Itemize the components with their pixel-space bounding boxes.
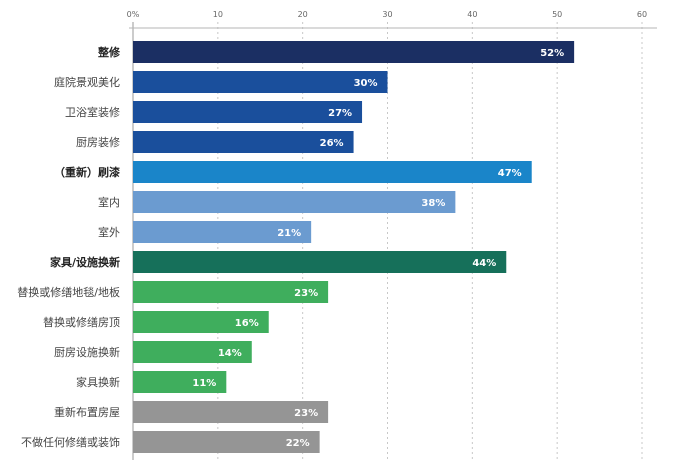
category-label: （重新）刷漆 (54, 165, 120, 179)
x-axis-ticks: 0% 10 20 30 40 50 60 (127, 10, 647, 19)
value-labels: 52% 30% 27% 26% 47% 38% 21% 44% 23% 16% 14% 11% 23% 2… (192, 48, 564, 449)
bar (133, 311, 269, 333)
bar (133, 101, 363, 123)
value-label: 16% (235, 318, 259, 329)
category-label: 不做任何修缮或装饰 (21, 435, 120, 449)
value-label: 23% (294, 288, 318, 299)
category-label: 整修 (97, 45, 121, 59)
bar (133, 191, 456, 213)
x-tick-label: 10 (213, 10, 223, 19)
x-tick-label: 50 (552, 10, 562, 19)
value-label: 27% (328, 108, 352, 119)
bar (133, 41, 575, 63)
category-label: 替换或修缮地毯/地板 (17, 285, 120, 299)
value-label: 52% (540, 48, 564, 59)
bar (133, 371, 227, 393)
value-label: 22% (286, 438, 310, 449)
bar (133, 221, 312, 243)
category-label: 室内 (98, 195, 120, 209)
category-label: 厨房设施换新 (54, 345, 120, 359)
value-label: 11% (192, 378, 216, 389)
category-label: 卫浴室装修 (65, 105, 120, 119)
bar (133, 281, 329, 303)
value-label: 23% (294, 408, 318, 419)
bar (133, 401, 329, 423)
category-label: 家具换新 (76, 375, 120, 389)
x-tick-label: 60 (637, 10, 647, 19)
x-tick-label: 0% (127, 10, 140, 19)
category-label: 家具/设施换新 (50, 255, 120, 269)
bars (133, 41, 575, 453)
value-label: 14% (218, 348, 242, 359)
category-label: 厨房装修 (76, 135, 120, 149)
value-label: 47% (498, 168, 522, 179)
bar (133, 131, 354, 153)
x-tick-label: 20 (298, 10, 308, 19)
category-label: 重新布置房屋 (54, 405, 120, 419)
category-label: 替换或修缮房顶 (43, 315, 120, 329)
category-label: 室外 (98, 225, 120, 239)
bar (133, 71, 388, 93)
value-label: 30% (354, 78, 378, 89)
x-tick-label: 40 (467, 10, 477, 19)
bar (133, 341, 252, 363)
value-label: 21% (277, 228, 301, 239)
category-label: 庭院景观美化 (54, 75, 120, 89)
x-tick-label: 30 (382, 10, 392, 19)
bar (133, 161, 532, 183)
value-label: 38% (421, 198, 445, 209)
bar (133, 431, 320, 453)
value-label: 26% (320, 138, 344, 149)
value-label: 44% (472, 258, 496, 269)
bar (133, 251, 507, 273)
